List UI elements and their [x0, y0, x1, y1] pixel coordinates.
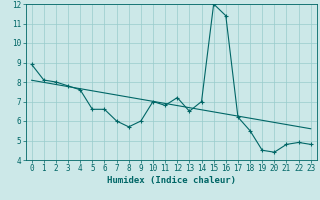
- X-axis label: Humidex (Indice chaleur): Humidex (Indice chaleur): [107, 176, 236, 185]
